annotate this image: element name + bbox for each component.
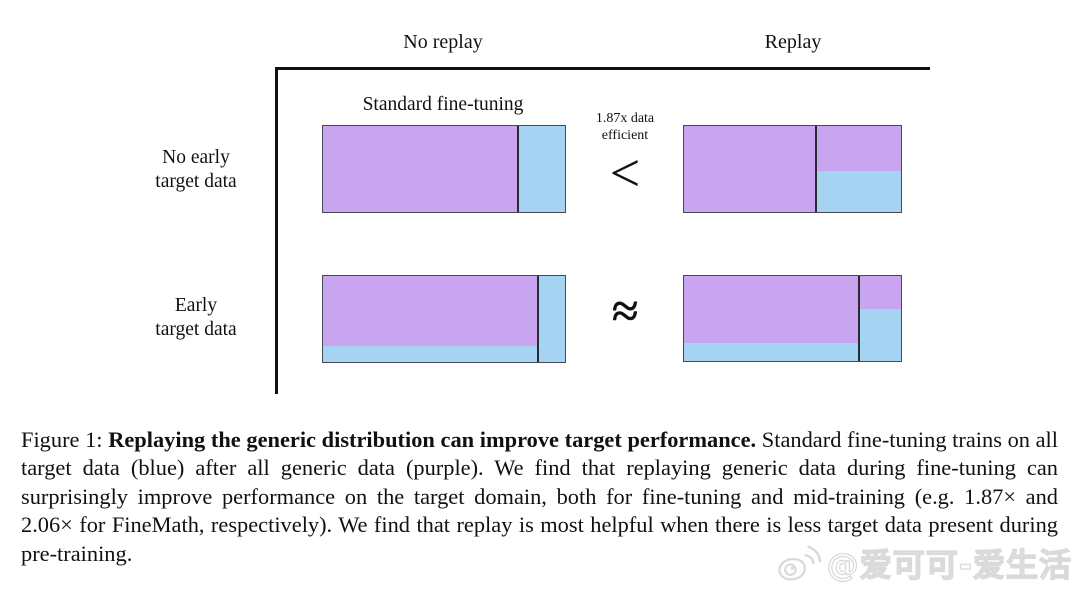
panel-divider-line <box>815 126 817 212</box>
panel-replay-early-target <box>683 275 902 362</box>
generic-data-segment <box>323 126 518 212</box>
panel-divider-line <box>537 276 539 362</box>
caption-body: Standard fine-tuning trains on all targe… <box>21 427 1058 566</box>
generic-data-segment <box>816 126 901 171</box>
target-data-segment <box>816 171 901 212</box>
row-header-line: target data <box>155 319 237 340</box>
panel-replay-no-early-target <box>683 125 902 213</box>
caption-figure-number: Figure 1: <box>21 427 109 452</box>
row-header-line: Early <box>174 295 218 316</box>
target-data-segment <box>538 276 565 362</box>
approximately-equal-operator: ≈ <box>611 285 639 338</box>
generic-data-segment <box>323 276 538 346</box>
target-data-segment <box>684 343 859 361</box>
row-header-no-early-target-data: No early target data <box>116 146 276 194</box>
caption-bold-title: Replaying the generic distribution can i… <box>108 427 757 452</box>
panel-divider-line <box>517 126 519 212</box>
target-data-segment <box>518 126 565 212</box>
target-data-segment <box>859 309 901 361</box>
watermark-text: @爱可可-爱生活 <box>826 545 1072 584</box>
column-header-no-replay: No replay <box>403 31 483 53</box>
weibo-icon <box>776 542 822 584</box>
panel-divider-line <box>858 276 860 361</box>
panel-no-replay-no-early-target <box>322 125 566 213</box>
column-header-replay: Replay <box>764 31 822 53</box>
watermark: @爱可可-爱生活 <box>777 540 1072 586</box>
annotation-line: efficient <box>601 128 649 143</box>
less-than-operator: < <box>609 143 641 203</box>
axis-horizontal-line <box>275 67 930 70</box>
axis-vertical-line <box>275 67 278 394</box>
standard-finetuning-label: Standard fine-tuning <box>362 94 524 115</box>
generic-data-segment <box>684 276 859 343</box>
row-header-line: No early <box>162 147 230 168</box>
row-header-early-target-data: Early target data <box>116 294 276 342</box>
figure-caption: Figure 1: Replaying the generic distribu… <box>21 426 1058 568</box>
target-data-segment <box>323 346 538 362</box>
data-efficiency-annotation: 1.87x data efficient <box>565 110 685 144</box>
panel-no-replay-early-target <box>322 275 566 363</box>
generic-data-segment <box>684 126 816 212</box>
row-header-line: target data <box>155 171 237 192</box>
annotation-line: 1.87x data <box>595 111 655 126</box>
generic-data-segment <box>859 276 901 309</box>
